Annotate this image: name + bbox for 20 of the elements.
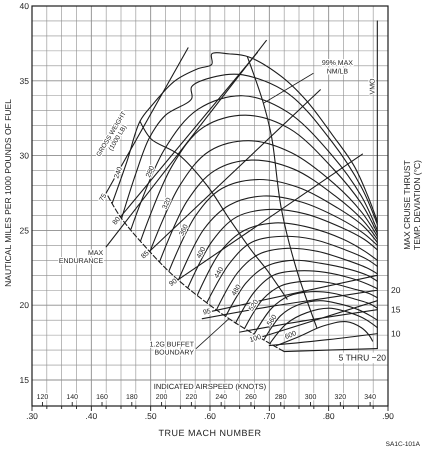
x-tick-label: .80 [322, 411, 335, 421]
y-tick-label: 15 [20, 375, 30, 385]
x-tick-label: .50 [144, 411, 157, 421]
y-axis-title: NAUTICAL MILES PER 1000 POUNDS OF FUEL [3, 98, 13, 287]
y-tick-label: 20 [20, 300, 30, 310]
text: MAX CRUISE THRUST TEMP. DEVIATION (°C) [402, 160, 422, 250]
x-tick-label: .70 [263, 411, 276, 421]
x-tick-label: .90 [382, 411, 394, 421]
series-label: 20 [391, 285, 401, 296]
x-tick-label: .60 [204, 411, 216, 421]
x-tick-label: .30 [26, 411, 38, 421]
series-label: 5 THRU −20 [338, 352, 386, 363]
y-tick-label: 40 [20, 1, 30, 11]
y-tick-label: 30 [20, 150, 30, 161]
x-tick-label: .40 [85, 411, 98, 421]
series-label: 10 [391, 328, 401, 339]
y-tick-label: 25 [20, 225, 30, 236]
y-tick-label: 35 [20, 76, 30, 86]
series-label: 15 [391, 304, 401, 315]
x-axis-title: TRUE MACH NUMBER [158, 428, 262, 438]
